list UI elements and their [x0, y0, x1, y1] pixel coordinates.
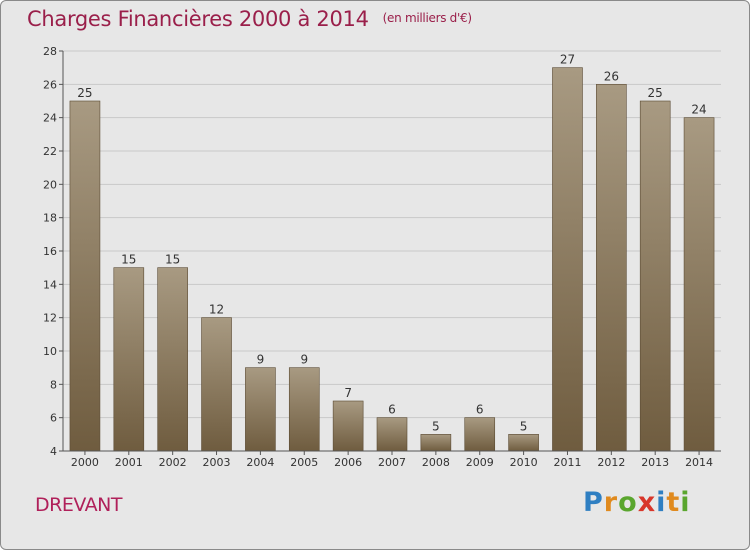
data-label: 5 — [520, 419, 528, 433]
bar — [420, 434, 452, 452]
data-label: 9 — [257, 353, 265, 367]
data-label: 15 — [121, 253, 136, 267]
x-tick-label: 2001 — [115, 456, 143, 469]
data-label: 9 — [300, 353, 308, 367]
y-tick-label: 24 — [43, 112, 57, 125]
bar — [157, 267, 188, 452]
proxiti-logo: Proxiti — [583, 487, 691, 518]
y-tick-label: 26 — [43, 78, 57, 91]
bar — [552, 67, 583, 452]
y-tick-label: 28 — [43, 45, 57, 58]
data-label: 24 — [691, 103, 706, 117]
y-tick-label: 20 — [43, 178, 57, 191]
x-tick-label: 2004 — [246, 456, 274, 469]
data-label: 26 — [604, 69, 619, 83]
data-label: 5 — [432, 419, 440, 433]
bar — [464, 417, 496, 452]
x-tick-label: 2005 — [290, 456, 318, 469]
x-tick-label: 2007 — [378, 456, 406, 469]
bar — [376, 417, 408, 452]
bar — [245, 367, 276, 452]
x-tick-label: 2002 — [159, 456, 187, 469]
y-tick-label: 18 — [43, 212, 57, 225]
x-tick-label: 2008 — [422, 456, 450, 469]
x-tick-label: 2006 — [334, 456, 362, 469]
bar — [288, 367, 320, 452]
chart-unit-note: (en milliers d'€) — [382, 11, 472, 25]
x-tick-label: 2003 — [203, 456, 231, 469]
bar — [596, 84, 627, 452]
bar — [332, 400, 364, 452]
bar — [508, 434, 539, 452]
data-label: 27 — [560, 53, 575, 67]
x-tick-label: 2000 — [71, 456, 99, 469]
bar — [69, 100, 101, 452]
data-label: 6 — [388, 403, 396, 417]
x-tick-label: 2012 — [597, 456, 625, 469]
data-label: 6 — [476, 403, 484, 417]
x-tick-label: 2010 — [510, 456, 538, 469]
y-tick-label: 4 — [50, 445, 57, 458]
logo-letter: x — [637, 487, 657, 518]
y-tick-label: 6 — [50, 412, 57, 425]
bar — [113, 267, 145, 452]
logo-letter: o — [618, 487, 638, 518]
logo-letter: i — [680, 487, 691, 518]
data-label: 12 — [209, 303, 224, 317]
y-tick-label: 22 — [43, 145, 57, 158]
y-tick-label: 16 — [43, 245, 57, 258]
chart-title-text: Charges Financières 2000 à 2014 — [27, 7, 369, 31]
y-tick-label: 14 — [43, 278, 57, 291]
logo-letter: r — [603, 487, 619, 518]
data-label: 25 — [648, 86, 663, 100]
bar — [639, 100, 671, 452]
data-label: 25 — [77, 86, 92, 100]
data-label: 7 — [344, 386, 352, 400]
y-tick-label: 12 — [43, 312, 57, 325]
bars: 25 15 15 12 9 9 7 6 5 6 5 27 26 25 24 — [69, 53, 715, 452]
y-tick-label: 8 — [50, 378, 57, 391]
bar — [201, 317, 232, 452]
logo-letter: t — [666, 487, 681, 518]
place-name: DREVANT — [35, 494, 122, 516]
y-axis: 4 6 8 10 12 14 16 18 20 22 24 26 28 — [43, 45, 64, 458]
x-tick-label: 2009 — [466, 456, 494, 469]
y-tick-label: 10 — [43, 345, 57, 358]
logo-letter: i — [656, 487, 667, 518]
x-tick-label: 2013 — [641, 456, 669, 469]
x-axis: 2000 2001 2002 2003 2004 2005 2006 2007 2008 2009… — [63, 450, 721, 469]
x-tick-label: 2014 — [685, 456, 713, 469]
x-tick-label: 2011 — [553, 456, 581, 469]
data-label: 15 — [165, 253, 180, 267]
chart-title: Charges Financières 2000 à 2014 (en milli… — [27, 7, 472, 31]
logo-letter: P — [583, 487, 604, 518]
bar — [683, 117, 715, 452]
